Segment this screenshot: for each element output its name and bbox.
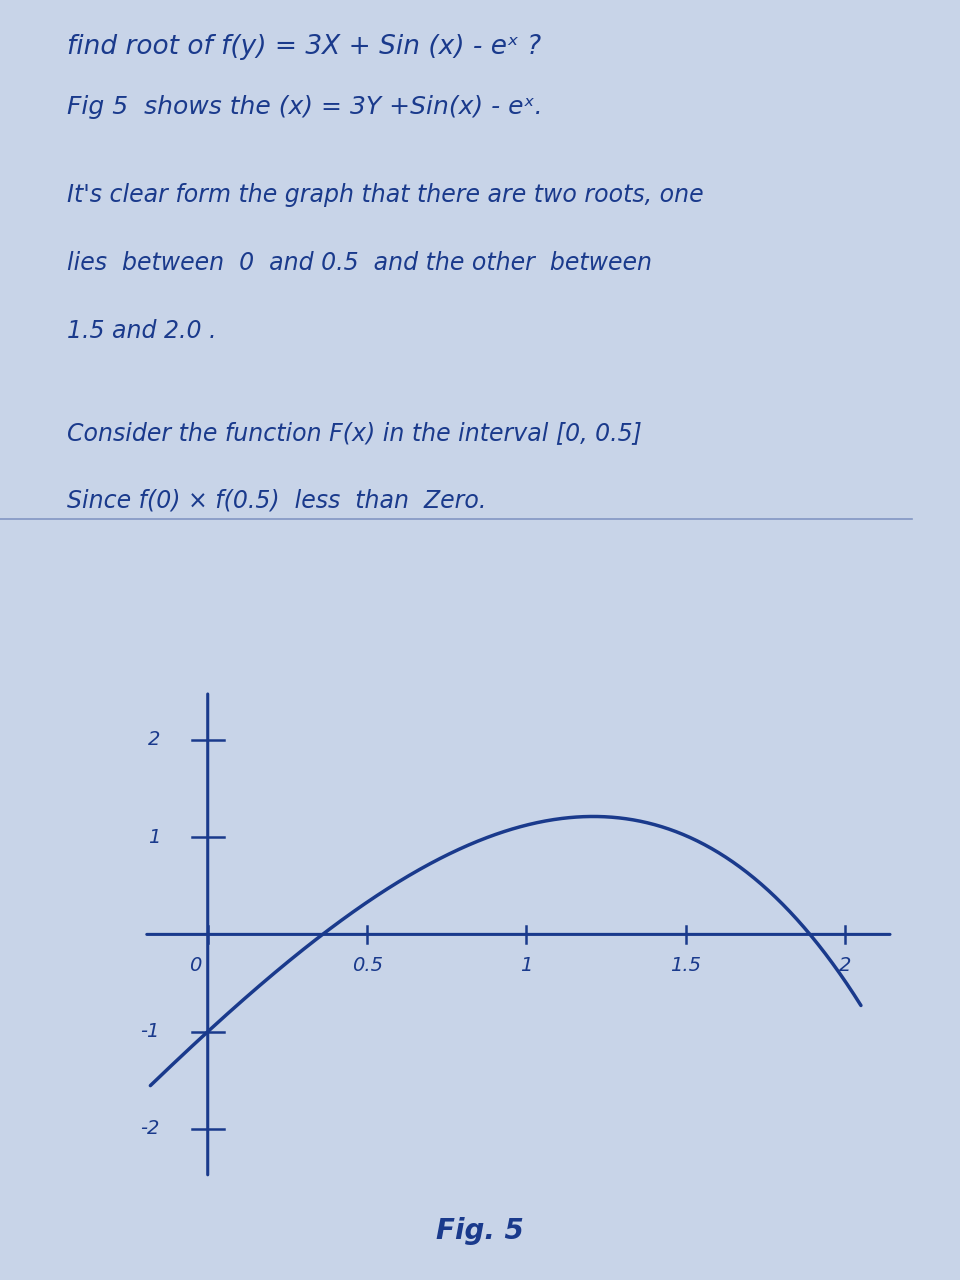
Text: Since f(0) × f(0.5)  less  than  Zero.: Since f(0) × f(0.5) less than Zero.: [67, 489, 487, 512]
Text: 1: 1: [148, 828, 160, 846]
Text: Consider the function F(x) in the interval [0, 0.5]: Consider the function F(x) in the interv…: [67, 421, 642, 444]
Text: 2: 2: [148, 731, 160, 749]
Text: 0.5: 0.5: [351, 956, 382, 975]
Text: It's clear form the graph that there are two roots, one: It's clear form the graph that there are…: [67, 183, 704, 207]
Text: Fig. 5: Fig. 5: [436, 1217, 524, 1245]
Text: 1.5: 1.5: [670, 956, 701, 975]
Text: -2: -2: [140, 1120, 160, 1138]
Text: 1: 1: [520, 956, 533, 975]
Text: lies  between  0  and 0.5  and the other  between: lies between 0 and 0.5 and the other bet…: [67, 251, 652, 275]
Text: 1.5 and 2.0 .: 1.5 and 2.0 .: [67, 319, 217, 343]
Text: 0: 0: [189, 956, 202, 975]
Text: -1: -1: [140, 1023, 160, 1041]
Text: find root of f(y) = 3X + Sin (x) - eˣ ?: find root of f(y) = 3X + Sin (x) - eˣ ?: [67, 33, 541, 60]
Text: 2: 2: [839, 956, 852, 975]
Text: Fig 5  shows the (x) = 3Y +Sin(x) - eˣ.: Fig 5 shows the (x) = 3Y +Sin(x) - eˣ.: [67, 95, 542, 119]
